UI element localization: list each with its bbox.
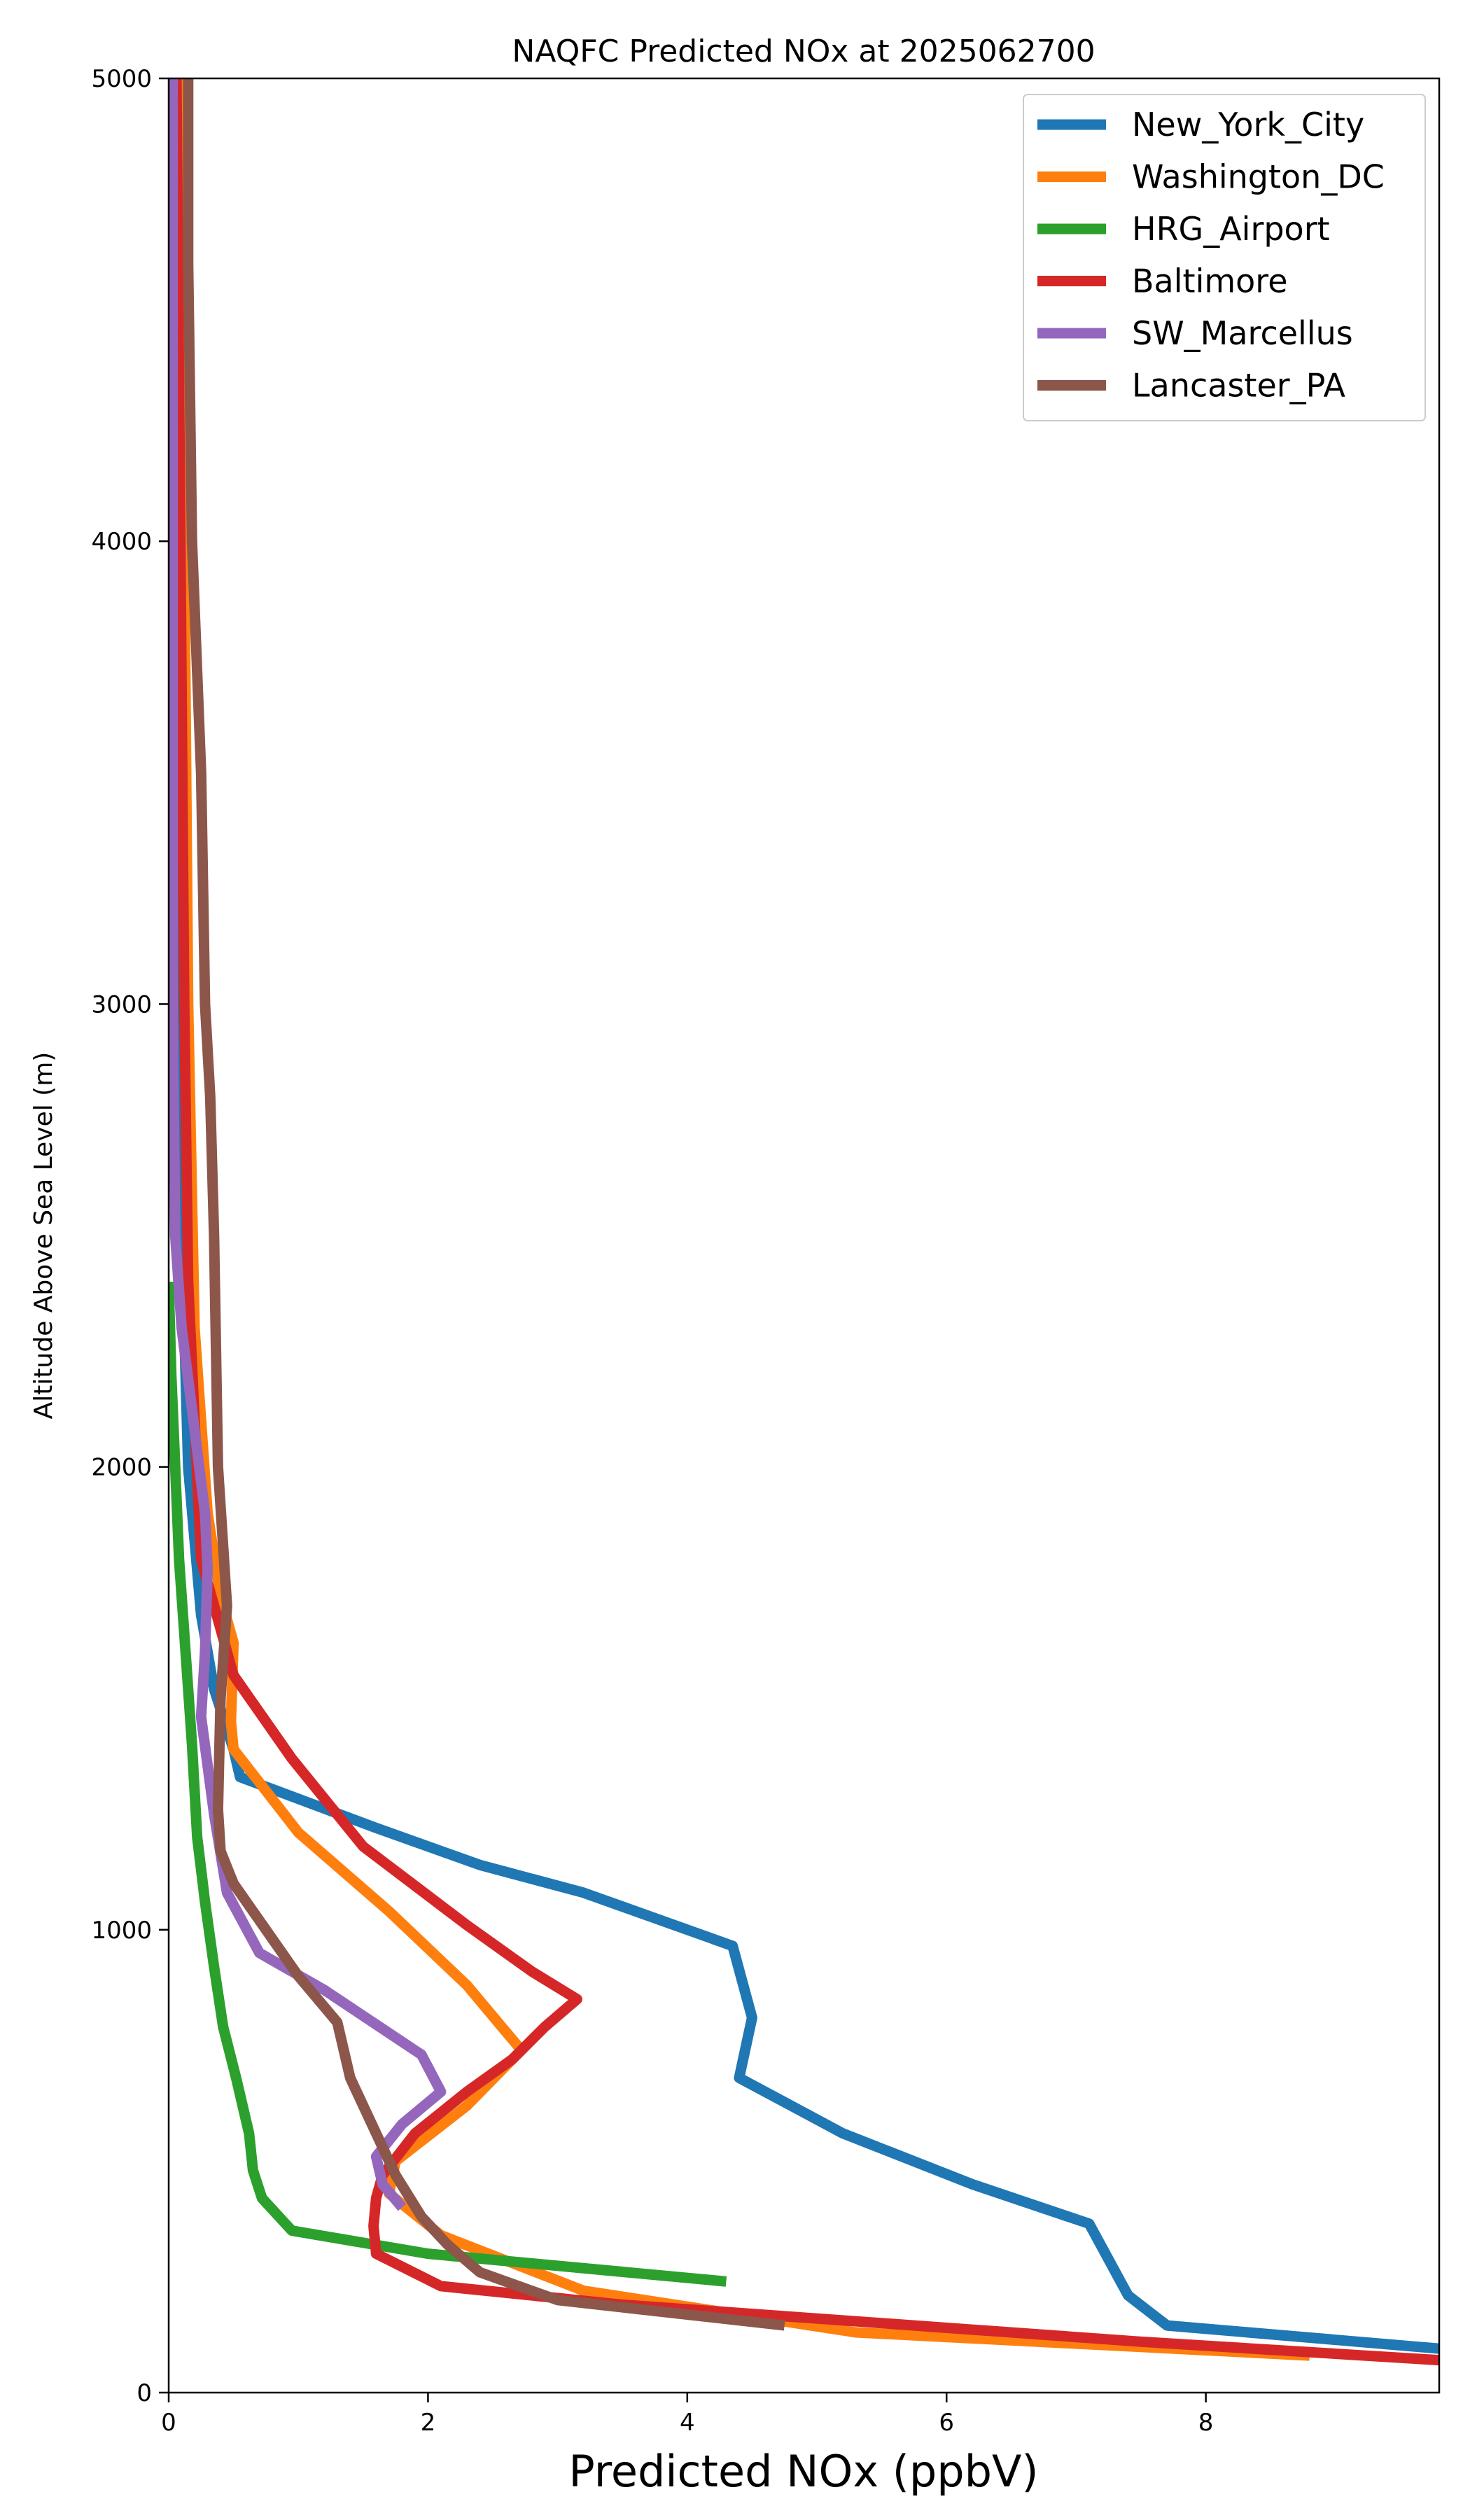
x-axis-ticks: 0 2 4 6 8 [161,2393,1213,2437]
x-tick-label: 4 [680,2409,695,2437]
plot-frame [167,77,1441,2394]
legend-label-washington-dc: Washington_DC [1132,158,1385,196]
y-tick-label: 1000 [91,1917,152,1945]
plot-lines [169,78,1439,2366]
series-line-hrg-airport [169,1281,727,2287]
series-line-sw-marcellus [169,78,447,2211]
legend-label-lancaster-pa: Lancaster_PA [1132,367,1345,405]
chart-title: NAQFC Predicted NOx at 2025062700 [512,34,1095,69]
legend-label-baltimore: Baltimore [1132,262,1288,300]
y-tick-label: 0 [136,2379,152,2407]
x-tick-label: 0 [161,2409,176,2437]
legend-label-sw-marcellus: SW_Marcellus [1132,314,1353,352]
legend-label-hrg-airport: HRG_Airport [1132,210,1330,248]
legend-box [1023,94,1426,421]
y-tick-label: 2000 [91,1454,152,1482]
legend-label-new-york-city: New_York_City [1132,106,1364,144]
x-tick-label: 8 [1198,2409,1214,2437]
x-axis-label: Predicted NOx (ppbV) [568,2446,1038,2497]
x-tick-label: 6 [939,2409,954,2437]
series-line-lancaster-pa [183,78,785,2331]
y-axis-ticks: 0 1000 2000 3000 4000 5000 [91,65,169,2407]
legend-items: New_York_City Washington_DC HRG_Airport Bal… [1037,106,1385,405]
y-tick-label: 4000 [91,528,152,556]
y-tick-label: 3000 [91,990,152,1018]
x-tick-label: 2 [421,2409,436,2437]
y-axis-label: Altitude Above Sea Level (m) [29,1052,58,1420]
legend: New_York_City Washington_DC HRG_Airport Bal… [1023,94,1426,421]
y-tick-label: 5000 [91,65,152,93]
series-line-baltimore [171,78,1439,2366]
